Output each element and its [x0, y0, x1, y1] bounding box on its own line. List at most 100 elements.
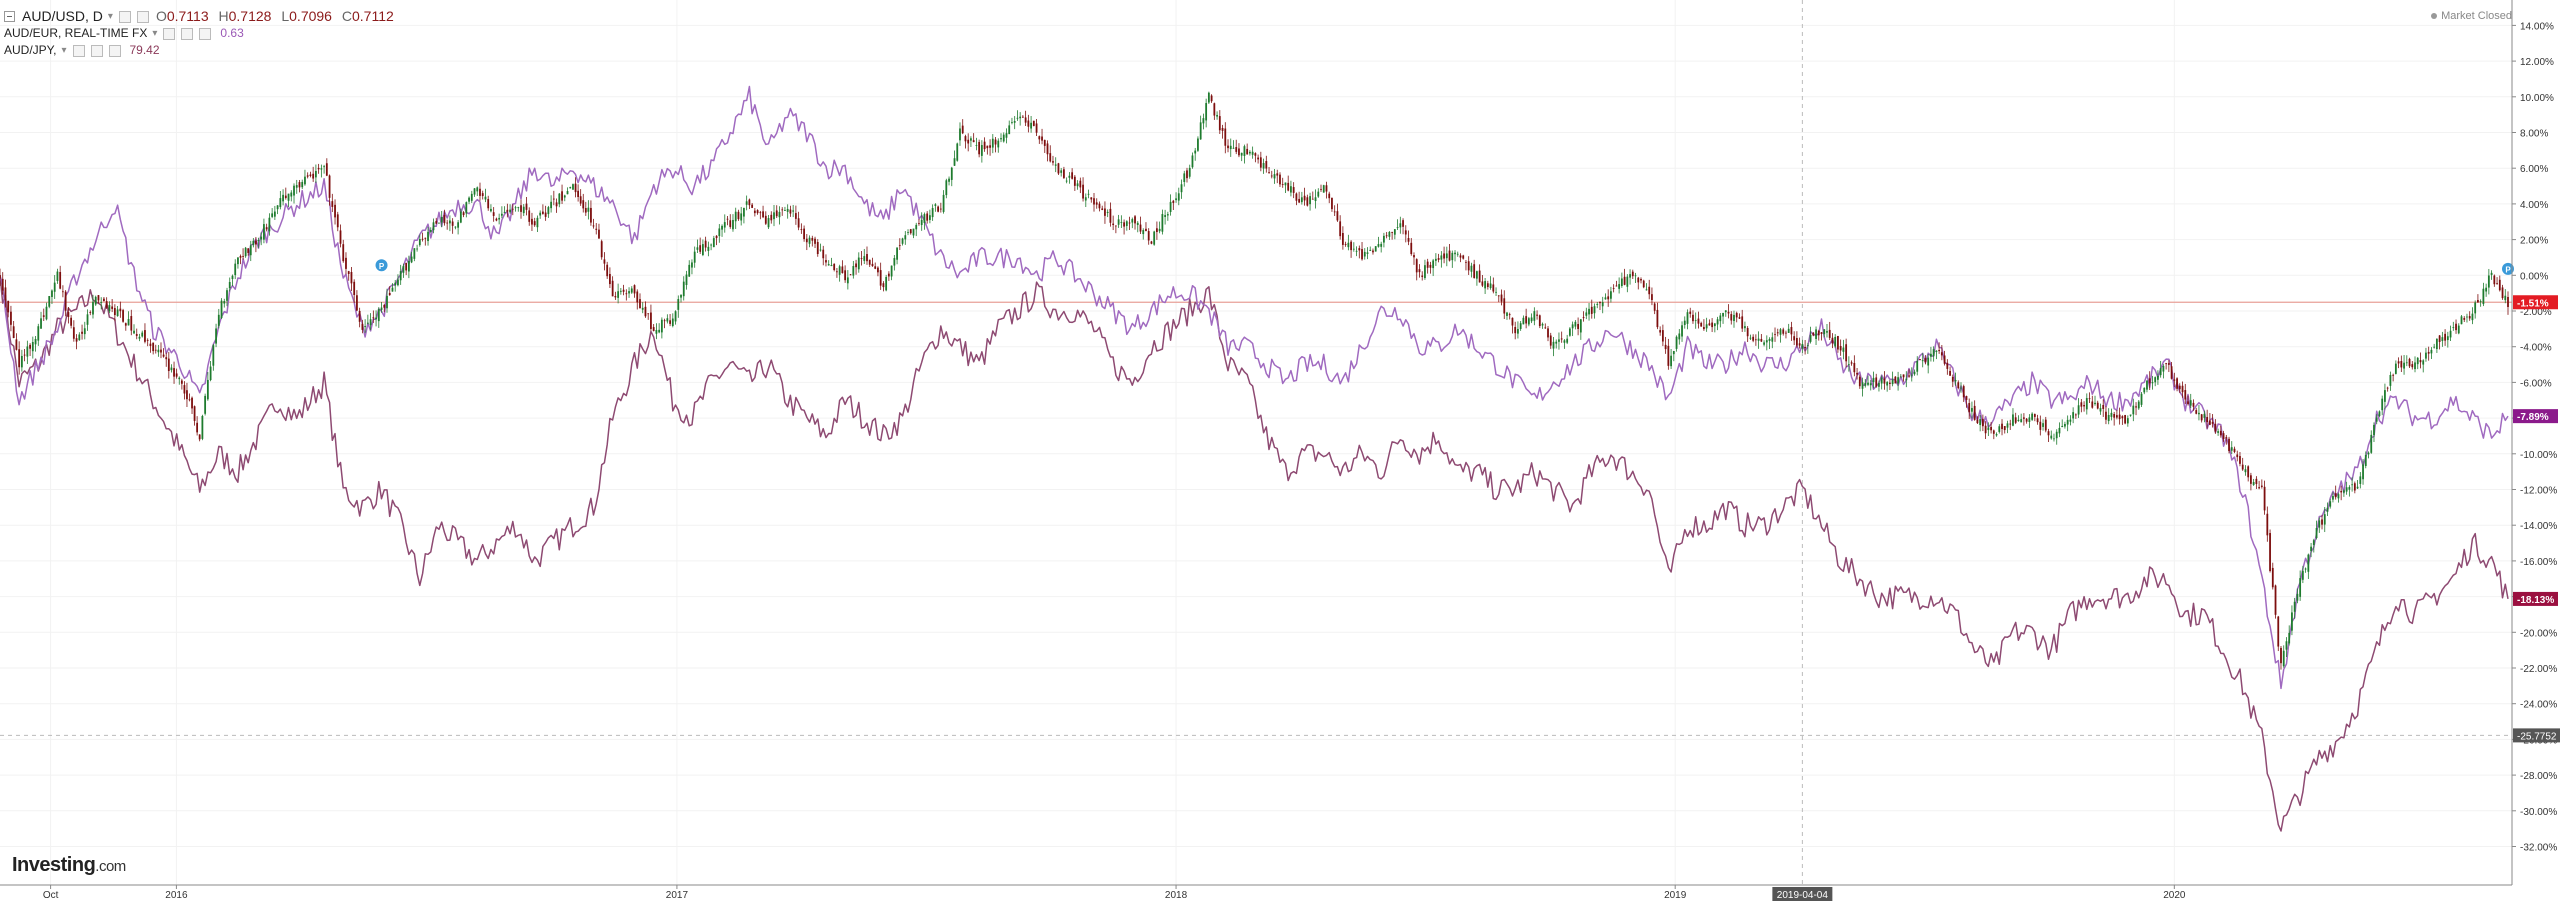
- candle-body: [2326, 507, 2329, 512]
- collapse-icon[interactable]: [4, 11, 15, 22]
- candle-body: [855, 263, 857, 268]
- candle-body: [220, 300, 223, 319]
- candle-body: [2455, 323, 2457, 331]
- candle-body: [1393, 229, 1396, 235]
- candle-body: [1019, 116, 1022, 119]
- candle-body: [2023, 417, 2025, 419]
- remove-control-icon[interactable]: [108, 44, 121, 57]
- candle-body: [2217, 431, 2219, 433]
- candle-body: [2416, 357, 2419, 365]
- overlay-symbol[interactable]: AUD/JPY,: [4, 43, 57, 57]
- candle-body: [2430, 349, 2433, 354]
- candle-body: [206, 379, 209, 400]
- candle-body: [339, 230, 342, 244]
- candle-body: [1968, 403, 1971, 413]
- main-symbol[interactable]: AUD/USD, D: [22, 8, 103, 24]
- visibility-control-icon[interactable]: [90, 44, 103, 57]
- candle-body: [1262, 163, 1265, 169]
- candle-body: [1637, 277, 1640, 283]
- candle-body: [165, 357, 168, 360]
- settings-control-icon[interactable]: [118, 10, 131, 23]
- event-marker-icon: [375, 259, 388, 272]
- candle-body: [443, 215, 446, 224]
- settings-control-icon[interactable]: [72, 44, 85, 57]
- candle-body: [1177, 193, 1180, 201]
- candle-body: [1292, 187, 1295, 193]
- candle-body: [1232, 147, 1235, 149]
- candle-body: [1109, 208, 1112, 223]
- chevron-down-icon[interactable]: ▾: [61, 45, 67, 56]
- candle-body: [1265, 161, 1268, 169]
- candle-body: [323, 166, 325, 168]
- settings-control-icon[interactable]: [163, 27, 176, 40]
- candle-body: [492, 212, 495, 216]
- visibility-control-icon[interactable]: [136, 10, 149, 23]
- candle-body: [525, 203, 528, 210]
- y-tick-label: -30.00%: [2520, 807, 2557, 818]
- candle-body: [1694, 320, 1697, 322]
- candle-body: [666, 318, 669, 322]
- candle-body: [937, 206, 940, 212]
- candle-body: [2225, 437, 2228, 439]
- candle-body: [825, 260, 827, 263]
- candle-body: [1418, 269, 1421, 273]
- candle-body: [2301, 570, 2304, 580]
- candle-body: [92, 301, 94, 315]
- candle-body: [1279, 174, 1281, 185]
- candle-body: [490, 208, 492, 212]
- visibility-control-icon[interactable]: [181, 27, 194, 40]
- candle-body: [1724, 310, 1727, 313]
- chevron-down-icon[interactable]: ▾: [152, 28, 158, 39]
- candle-body: [751, 204, 754, 208]
- candle-body: [2102, 404, 2105, 409]
- candle-body: [1366, 252, 1369, 254]
- candle-body: [1229, 145, 1232, 150]
- candle-body: [1503, 298, 1506, 314]
- candle-body: [582, 200, 585, 209]
- candle-body: [1700, 322, 1703, 327]
- candle-body: [12, 326, 15, 338]
- candle-body: [1995, 434, 1998, 436]
- candle-body: [609, 273, 611, 285]
- candle-body: [94, 296, 97, 305]
- candle-body: [212, 345, 215, 366]
- candle-body: [479, 188, 481, 196]
- candle-body: [1407, 238, 1410, 242]
- candle-body: [986, 145, 989, 149]
- candle-body: [980, 145, 983, 156]
- candle-body: [1295, 193, 1298, 201]
- chevron-down-icon[interactable]: ▾: [107, 11, 113, 22]
- candle-body: [1979, 419, 1982, 426]
- candle-body: [2198, 412, 2200, 415]
- candle-body: [1500, 294, 1503, 302]
- candle-body: [119, 308, 122, 312]
- candle-body: [2017, 419, 2020, 422]
- candle-body: [819, 249, 822, 251]
- candle-body: [1391, 232, 1394, 233]
- event-marker-label: P: [2505, 265, 2511, 274]
- legend-main-row: AUD/USD, D ▾ O0.7113 H0.7128 L0.7096 C0.…: [4, 8, 400, 25]
- remove-control-icon[interactable]: [199, 27, 212, 40]
- overlay-symbol[interactable]: AUD/EUR, REAL-TIME FX: [4, 26, 148, 40]
- candle-body: [1620, 278, 1623, 286]
- candle-body: [162, 354, 165, 357]
- candle-body: [699, 245, 702, 252]
- candle-body: [1697, 318, 1700, 324]
- value-badge: [2513, 591, 2558, 606]
- candle-body: [896, 247, 898, 260]
- x-tick-label: 2016: [165, 890, 188, 901]
- candle-body: [1131, 219, 1134, 223]
- candle-body: [2367, 452, 2370, 455]
- candle-body: [2058, 427, 2061, 434]
- candle-body: [48, 296, 51, 307]
- candle-body: [37, 326, 40, 341]
- candle-body: [234, 263, 237, 276]
- candle-body: [1645, 289, 1648, 291]
- candle-body: [1104, 208, 1106, 216]
- candle-body: [967, 139, 970, 144]
- candle-body: [1139, 224, 1142, 232]
- candle-body: [2239, 456, 2241, 464]
- candle-body: [325, 163, 328, 176]
- candle-body: [2504, 295, 2507, 301]
